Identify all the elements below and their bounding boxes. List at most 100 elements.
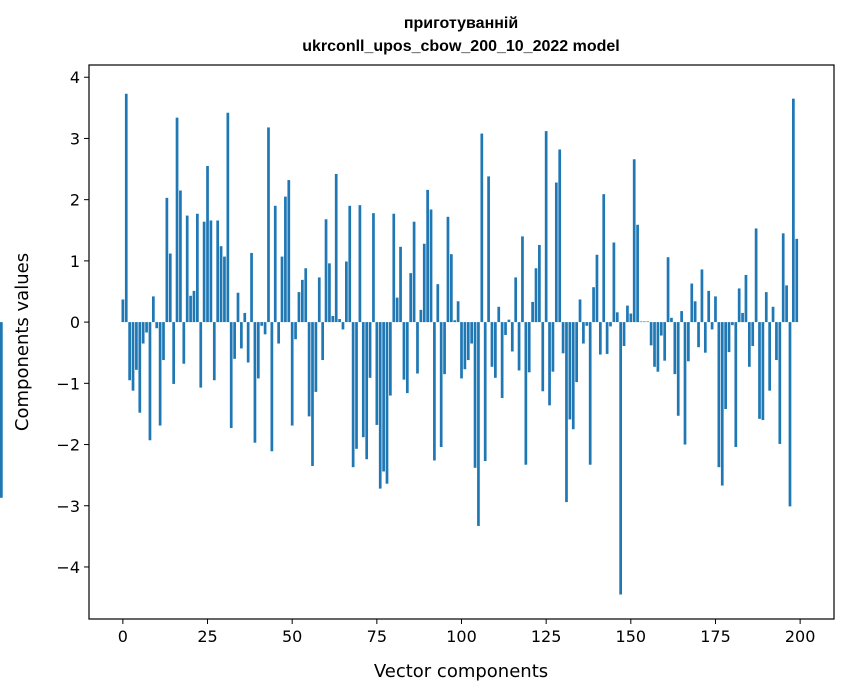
bar [747,322,751,367]
bar [653,322,656,367]
bar [443,322,446,375]
bar [297,292,301,323]
bar [287,180,291,323]
y-tick-label: −4 [56,558,80,577]
bar [575,322,578,383]
bar [273,205,277,323]
bar [419,309,423,323]
bar [402,322,406,380]
bar [714,296,717,323]
bar [771,306,775,323]
bar [561,322,565,354]
bar [412,221,416,323]
bar [643,321,646,323]
bar [270,322,274,452]
bar [206,166,209,323]
bar [361,322,365,438]
bar [372,213,375,323]
bar [151,296,155,323]
y-tick-label: −1 [56,374,80,393]
bar [551,322,555,372]
bar [483,322,487,462]
bar [375,322,379,425]
bar [439,322,443,447]
x-tick-label: 150 [616,627,647,646]
bar [294,322,297,340]
bar [202,221,206,323]
bar [487,176,490,323]
bar [521,236,524,323]
bar [199,322,203,388]
bar [646,321,650,323]
bar [565,322,568,503]
bar [717,322,721,468]
bar [693,301,697,323]
bar [690,283,694,323]
bar [507,319,511,323]
bar [659,322,663,336]
bar [182,322,186,364]
x-tick-label: 25 [197,627,217,646]
bar [233,322,236,359]
bar [260,322,264,326]
bar [189,295,192,323]
bar [629,313,633,323]
bars-group [0,93,799,595]
bar [456,301,460,323]
x-tick-label: 75 [367,627,387,646]
bar [538,244,541,323]
bar [480,133,484,323]
bar [531,301,534,323]
bar [328,263,331,323]
bar [463,322,467,370]
bar [124,93,128,323]
bar [744,274,748,323]
bar [236,292,240,323]
bar [395,297,399,323]
bar [196,213,199,323]
bar [636,224,639,323]
bar [554,182,558,323]
bar [334,173,338,323]
bar [666,257,670,323]
bar [761,322,765,421]
y-tick-label: 4 [70,68,80,87]
bar [656,322,660,372]
y-tick-label: 3 [70,129,80,148]
bar [731,322,734,326]
bar [517,322,521,371]
bar [720,322,724,486]
bar [392,213,396,323]
bar [764,292,768,323]
bar [707,290,711,323]
bar [768,322,772,391]
bar [446,216,450,323]
x-axis: 0 25 50 75 100 125 150 175 200 [118,619,816,646]
bar [639,321,643,323]
bar [548,322,551,406]
x-tick-label: 125 [531,627,562,646]
y-tick-label: −2 [56,436,80,455]
bar [223,256,226,323]
bar [389,322,392,396]
bar [179,190,182,323]
x-tick-label: 200 [785,627,816,646]
y-tick-label: 1 [70,252,80,271]
bar [727,322,731,353]
bar [676,322,680,416]
bar [229,322,233,428]
bar [331,315,335,323]
bar [494,322,497,378]
x-tick-label: 50 [282,627,302,646]
bar [683,322,687,445]
bar [700,269,704,323]
bar [670,317,673,323]
bar [165,197,169,323]
bar [422,243,426,323]
bar [355,322,358,449]
bar [158,322,162,426]
bar [175,117,179,323]
bar [277,322,280,344]
chart-subtitle: ukrconll_upos_cbow_200_10_2022 model [302,38,619,55]
bar [527,322,531,373]
